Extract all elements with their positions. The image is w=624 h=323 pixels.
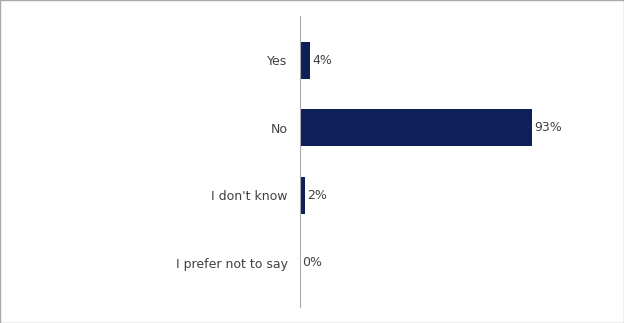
Text: 0%: 0% (303, 256, 323, 269)
Bar (300, 109, 532, 146)
Bar (300, 41, 310, 79)
Text: 2%: 2% (308, 189, 328, 202)
Bar (300, 177, 305, 214)
Text: 93%: 93% (535, 121, 562, 134)
Text: 4%: 4% (313, 54, 333, 67)
